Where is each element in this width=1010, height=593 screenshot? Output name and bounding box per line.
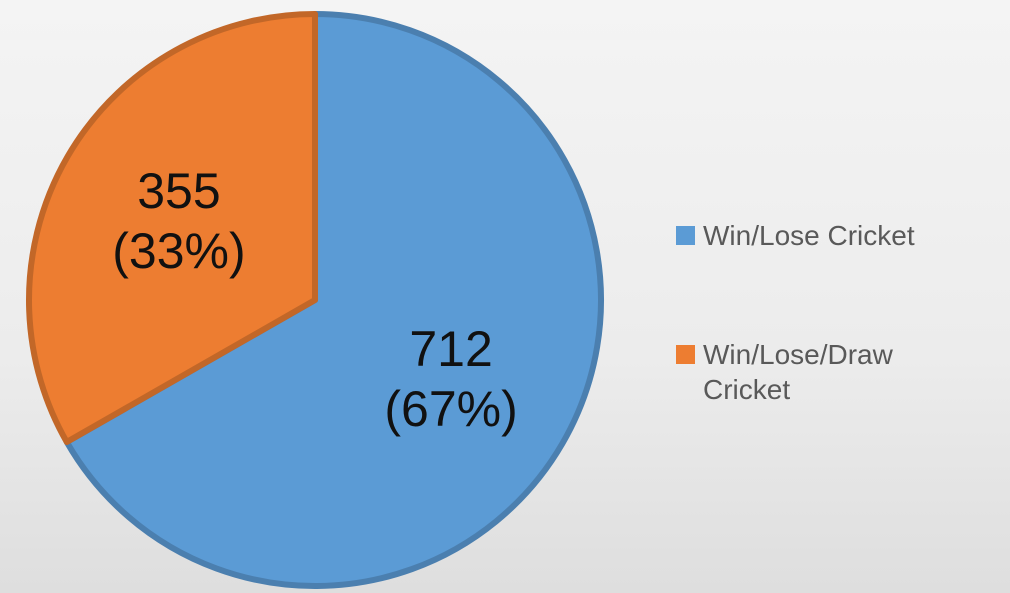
legend-label: Win/Lose Cricket <box>703 220 915 251</box>
legend-item: Win/Lose Cricket <box>676 218 953 253</box>
pie-slice <box>63 11 604 589</box>
legend-swatch <box>676 345 695 364</box>
legend-swatch <box>676 226 695 245</box>
legend-item: Win/Lose/Draw Cricket <box>676 337 953 407</box>
legend-label: Win/Lose/Draw Cricket <box>703 339 893 405</box>
value-label: 712 (67%) <box>384 320 518 437</box>
pie-slice <box>26 11 318 446</box>
value-label: 355 (33%) <box>112 163 246 280</box>
